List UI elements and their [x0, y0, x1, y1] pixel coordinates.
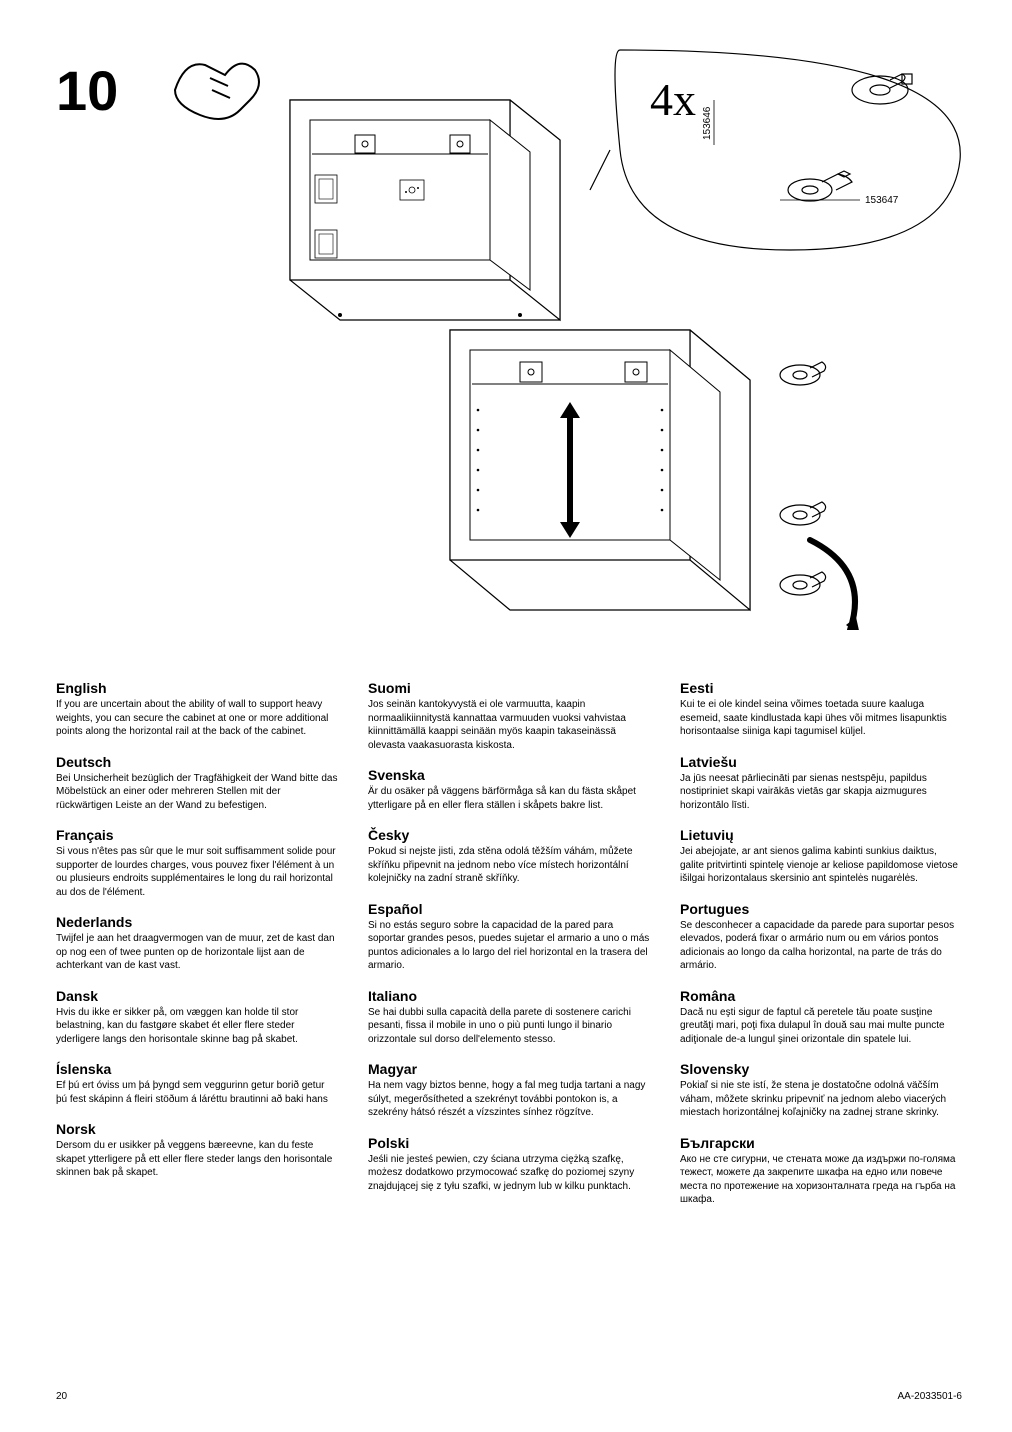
lang-title: Magyar	[368, 1061, 650, 1077]
lang-title: Slovensky	[680, 1061, 962, 1077]
column-1: English If you are uncertain about the ab…	[56, 680, 338, 1222]
lang-body: Pokiaľ si nie ste istí, že stena je dost…	[680, 1079, 962, 1120]
lang-title: Български	[680, 1135, 962, 1151]
lang-block: Deutsch Bei Unsicherheit bezüglich der Tr…	[56, 754, 338, 813]
lang-block: Nederlands Twijfel je aan het draagvermog…	[56, 914, 338, 973]
lower-cabinet	[450, 330, 860, 630]
lang-block: Magyar Ha nem vagy biztos benne, hogy a f…	[368, 1061, 650, 1120]
lang-title: Česky	[368, 827, 650, 843]
lang-block: Norsk Dersom du er usikker på veggens bær…	[56, 1121, 338, 1180]
lang-title: Español	[368, 901, 650, 917]
lang-body: Dacă nu eşti sigur de faptul că peretele…	[680, 1006, 962, 1047]
column-3: Eesti Kui te ei ole kindel seina võimes t…	[680, 680, 962, 1222]
lang-title: Italiano	[368, 988, 650, 1004]
lang-body: Se hai dubbi sulla capacità della parete…	[368, 1006, 650, 1047]
lang-block: Español Si no estás seguro sobre la capac…	[368, 901, 650, 973]
lang-body: Ef þú ert óviss um þá þyngd sem veggurin…	[56, 1079, 338, 1106]
lang-title: Portugues	[680, 901, 962, 917]
lang-title: English	[56, 680, 338, 696]
lang-title: Suomi	[368, 680, 650, 696]
lang-block: Български Ако не сте сигурни, че стената …	[680, 1135, 962, 1207]
lang-title: Româna	[680, 988, 962, 1004]
lang-body: Kui te ei ole kindel seina võimes toetad…	[680, 698, 962, 739]
lang-body: Dersom du er usikker på veggens bæreevne…	[56, 1139, 338, 1180]
lang-block: Latviešu Ja jūs neesat pārliecināti par s…	[680, 754, 962, 813]
lang-title: Latviešu	[680, 754, 962, 770]
lang-block: Svenska Är du osäker på väggens bärförmåg…	[368, 767, 650, 812]
lang-title: Polski	[368, 1135, 650, 1151]
assembly-diagram: 4x 153646 153647	[150, 40, 970, 630]
lang-block: Dansk Hvis du ikke er sikker på, om vægge…	[56, 988, 338, 1047]
lang-title: Norsk	[56, 1121, 338, 1137]
lang-body: Ако не сте сигурни, че стената може да и…	[680, 1153, 962, 1207]
screw-detail	[780, 362, 826, 385]
lang-body: Se desconhecer a capacidade da parede pa…	[680, 919, 962, 973]
callout-bubble: 4x 153646 153647	[590, 50, 960, 250]
lang-title: Lietuvių	[680, 827, 962, 843]
lang-body: Si no estás seguro sobre la capacidad de…	[368, 919, 650, 973]
page-number: 20	[56, 1391, 67, 1402]
lang-body: Ha nem vagy biztos benne, hogy a fal meg…	[368, 1079, 650, 1120]
lang-body: Jos seinän kantokyvystä ei ole varmuutta…	[368, 698, 650, 752]
lang-body: Hvis du ikke er sikker på, om væggen kan…	[56, 1006, 338, 1047]
text-columns: English If you are uncertain about the ab…	[56, 680, 962, 1222]
lang-title: Eesti	[680, 680, 962, 696]
lang-block: Íslenska Ef þú ert óviss um þá þyngd sem …	[56, 1061, 338, 1106]
part-label-top: 153646	[702, 106, 713, 140]
lang-block: Suomi Jos seinän kantokyvystä ei ole varm…	[368, 680, 650, 752]
lang-block: Français Si vous n'êtes pas sûr que le mu…	[56, 827, 338, 899]
lang-body: If you are uncertain about the ability o…	[56, 698, 338, 739]
step-number: 10	[56, 58, 118, 123]
callout-qty: 4x	[650, 74, 696, 125]
lang-block: Italiano Se hai dubbi sulla capacità dell…	[368, 988, 650, 1047]
lang-body: Pokud si nejste jisti, zda stěna odolá t…	[368, 845, 650, 886]
lang-title: Dansk	[56, 988, 338, 1004]
lang-body: Jeśli nie jesteś pewien, czy ściana utrz…	[368, 1153, 650, 1194]
lang-title: Français	[56, 827, 338, 843]
lang-body: Bei Unsicherheit bezüglich der Tragfähig…	[56, 772, 338, 813]
lang-title: Nederlands	[56, 914, 338, 930]
lang-body: Twijfel je aan het draagvermogen van de …	[56, 932, 338, 973]
lang-block: Eesti Kui te ei ole kindel seina võimes t…	[680, 680, 962, 739]
part-label-bottom: 153647	[865, 195, 899, 206]
lang-title: Íslenska	[56, 1061, 338, 1077]
lang-title: Svenska	[368, 767, 650, 783]
lang-block: Româna Dacă nu eşti sigur de faptul că pe…	[680, 988, 962, 1047]
lang-body: Si vous n'êtes pas sûr que le mur soit s…	[56, 845, 338, 899]
lang-body: Jei abejojate, ar ant sienos galima kabi…	[680, 845, 962, 886]
doc-id: AA-2033501-6	[898, 1391, 963, 1402]
lang-block: Lietuvių Jei abejojate, ar ant sienos gal…	[680, 827, 962, 886]
lang-body: Är du osäker på väggens bärförmåga så ka…	[368, 785, 650, 812]
lang-body: Ja jūs neesat pārliecināti par sienas ne…	[680, 772, 962, 813]
lang-block: Portugues Se desconhecer a capacidade da …	[680, 901, 962, 973]
lang-title: Deutsch	[56, 754, 338, 770]
lang-block: Slovensky Pokiaľ si nie ste istí, že sten…	[680, 1061, 962, 1120]
footer: 20 AA-2033501-6	[56, 1391, 962, 1402]
upper-cabinet	[290, 100, 560, 320]
hand-icon	[175, 64, 259, 119]
lang-block: English If you are uncertain about the ab…	[56, 680, 338, 739]
column-2: Suomi Jos seinän kantokyvystä ei ole varm…	[368, 680, 650, 1222]
lang-block: Česky Pokud si nejste jisti, zda stěna od…	[368, 827, 650, 886]
lang-block: Polski Jeśli nie jesteś pewien, czy ścian…	[368, 1135, 650, 1194]
